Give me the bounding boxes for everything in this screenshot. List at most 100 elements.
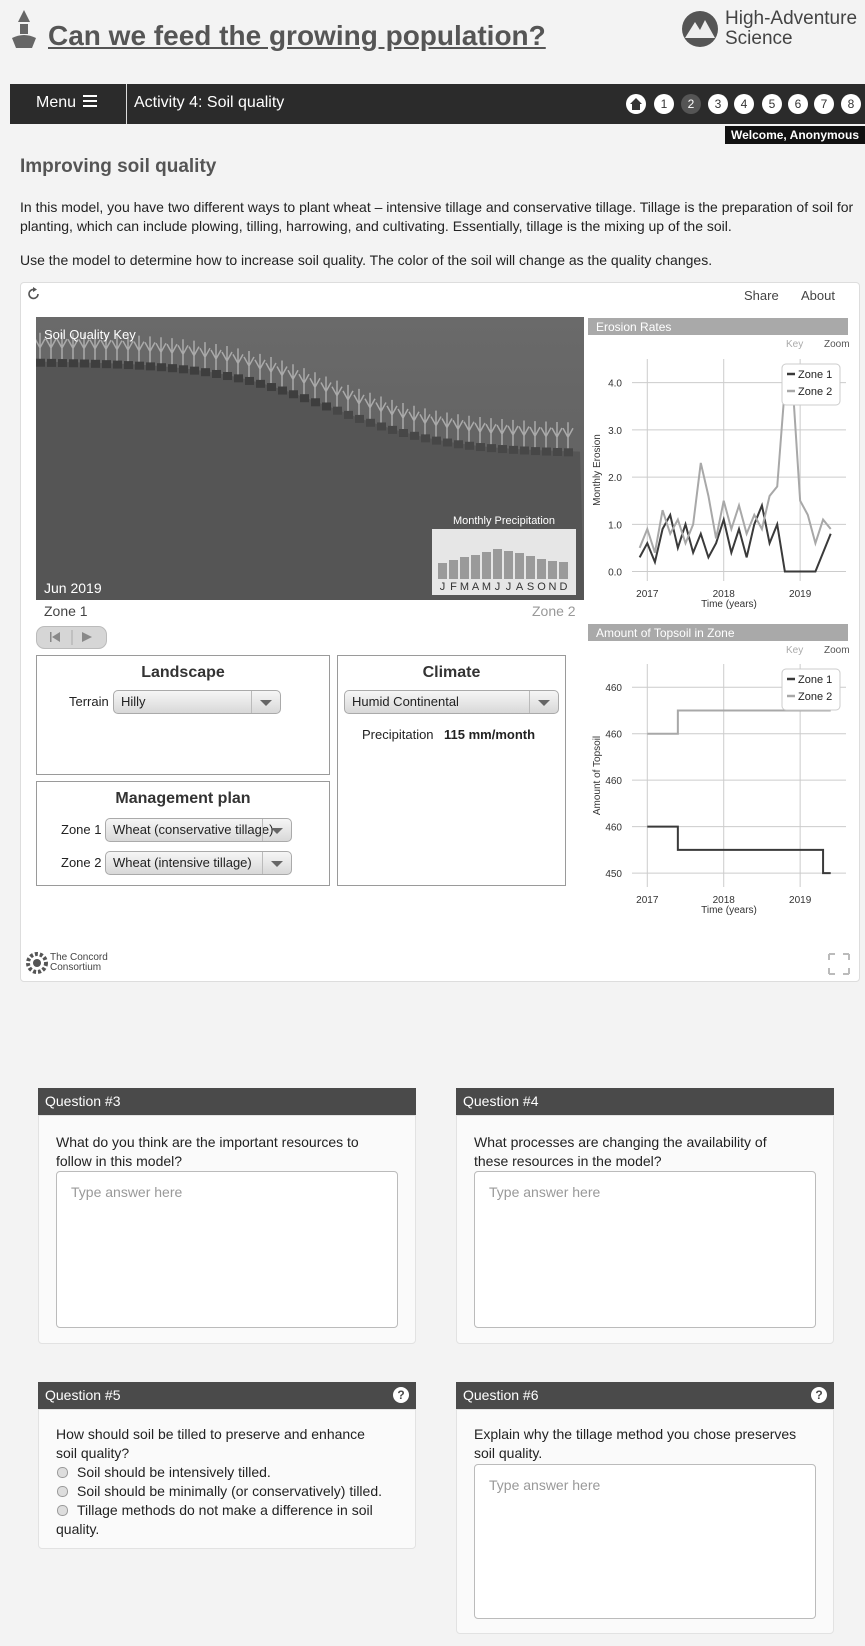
playback-controls — [36, 626, 108, 650]
month-label: O — [537, 581, 546, 593]
precip-chart: JFMAMJJASOND — [432, 529, 576, 595]
radio — [57, 1467, 68, 1478]
precip-bar — [548, 561, 557, 579]
month-label: N — [549, 581, 557, 593]
soil-block — [388, 426, 397, 434]
help-button[interactable]: ? — [393, 1387, 409, 1403]
option[interactable]: Soil should be minimally (or conservativ… — [56, 1482, 386, 1501]
soil-block — [322, 402, 331, 410]
menu-label: Menu — [36, 94, 76, 111]
terrain-label: Terrain — [69, 694, 109, 709]
reload-icon[interactable] — [27, 287, 41, 301]
terrain-select[interactable]: Hilly — [113, 690, 281, 714]
climate-panel: Climate Humid Continental Precipitation … — [337, 655, 566, 886]
zoom-button[interactable]: Zoom — [824, 339, 850, 350]
soil-block — [476, 443, 485, 451]
soil-block — [201, 368, 210, 376]
page-title[interactable]: Can we feed the growing population? — [48, 20, 546, 52]
dropdown-arrow — [529, 691, 558, 713]
y-axis-label: Monthly Erosion — [592, 434, 603, 506]
soil-key-label[interactable]: Soil Quality Key — [44, 327, 136, 342]
soil-block — [168, 364, 177, 372]
precip-title: Monthly Precipitation — [432, 515, 576, 527]
y-tick-label: 460 — [605, 683, 622, 694]
question-title: Question #6 — [463, 1387, 539, 1403]
date-label: Jun 2019 — [44, 580, 102, 596]
zone-label: Zone 1 — [44, 603, 88, 619]
answer-box[interactable]: Type answer here — [474, 1464, 816, 1619]
option[interactable]: Soil should be intensively tilled. — [56, 1463, 386, 1482]
page-button[interactable]: 6 — [788, 94, 808, 114]
y-tick-label: 460 — [605, 776, 622, 787]
soil-block — [124, 361, 133, 369]
soil-block — [102, 360, 111, 368]
question-header: Question #3 — [38, 1088, 416, 1115]
soil-block — [91, 360, 100, 368]
management-panel: Management plan Zone 1 Wheat (conservati… — [36, 781, 330, 886]
home-icon — [630, 98, 642, 110]
page-button[interactable]: 1 — [654, 94, 674, 114]
y-tick-label: 4.0 — [608, 379, 622, 390]
soil-block — [333, 407, 342, 415]
about-link[interactable]: About — [801, 288, 835, 303]
brand-line: High-Adventure — [725, 9, 857, 29]
menu-button[interactable]: Menu — [36, 94, 97, 112]
zone-row-label: Zone 1 — [61, 822, 101, 837]
soil-block — [36, 359, 45, 367]
soil-block — [47, 359, 56, 367]
option-label: Soil should be intensively tilled. — [77, 1464, 271, 1480]
precip-bar — [449, 560, 458, 579]
question-header: Question #4 — [456, 1088, 834, 1115]
page-button[interactable]: 2 — [681, 94, 701, 114]
plan-select[interactable]: Wheat (intensive tillage) — [105, 851, 292, 875]
climate-select[interactable]: Humid Continental — [344, 690, 559, 714]
climate-value: Humid Continental — [352, 694, 459, 709]
precip-bar — [504, 551, 513, 579]
month-label: A — [472, 581, 480, 593]
soil-block — [564, 448, 573, 456]
soil-block — [531, 447, 540, 455]
share-link[interactable]: Share — [744, 288, 779, 303]
concord-credit: The ConcordConsortium — [50, 953, 108, 973]
soil-block — [498, 445, 507, 453]
precip-bar — [438, 563, 447, 579]
soil-block — [432, 437, 441, 445]
series-line — [647, 710, 830, 733]
fullscreen-icon[interactable] — [828, 953, 850, 975]
soil-block — [113, 361, 122, 369]
page-button[interactable]: 8 — [841, 94, 861, 114]
brand-name: High-AdventureScience — [725, 9, 857, 49]
page-button[interactable]: 7 — [814, 94, 834, 114]
y-axis-label: Amount of Topsoil — [592, 736, 603, 815]
radio — [57, 1505, 68, 1516]
soil-block — [190, 367, 199, 375]
key-button[interactable]: Key — [786, 645, 803, 656]
y-tick-label: 1.0 — [608, 520, 622, 531]
answer-box[interactable]: Type answer here — [474, 1171, 816, 1328]
key-button[interactable]: Key — [786, 339, 803, 350]
soil-block — [553, 448, 562, 456]
zoom-button[interactable]: Zoom — [824, 645, 850, 656]
option[interactable]: Tillage methods do not make a difference… — [56, 1501, 386, 1539]
dropdown-arrow — [251, 691, 280, 713]
help-button[interactable]: ? — [811, 1387, 827, 1403]
precip-bar — [471, 555, 480, 579]
soil-block — [212, 370, 221, 378]
answer-placeholder: Type answer here — [489, 1184, 600, 1200]
page-button[interactable]: 5 — [762, 94, 782, 114]
question-prompt: What do you think are the important reso… — [56, 1133, 381, 1171]
x-tick-label: 2017 — [636, 895, 659, 906]
answer-box[interactable]: Type answer here — [56, 1171, 398, 1328]
month-label: A — [516, 581, 524, 593]
soil-block — [520, 447, 529, 455]
plan-select[interactable]: Wheat (conservative tillage) — [105, 818, 292, 842]
page-button[interactable]: 4 — [734, 94, 754, 114]
zone-row-label: Zone 2 — [61, 855, 101, 870]
y-tick-label: 460 — [605, 730, 622, 741]
soil-block — [234, 374, 243, 382]
precip-bar — [537, 559, 546, 579]
soil-block — [80, 359, 89, 367]
home-button[interactable] — [626, 94, 646, 114]
soil-block — [366, 419, 375, 427]
page-button[interactable]: 3 — [708, 94, 728, 114]
